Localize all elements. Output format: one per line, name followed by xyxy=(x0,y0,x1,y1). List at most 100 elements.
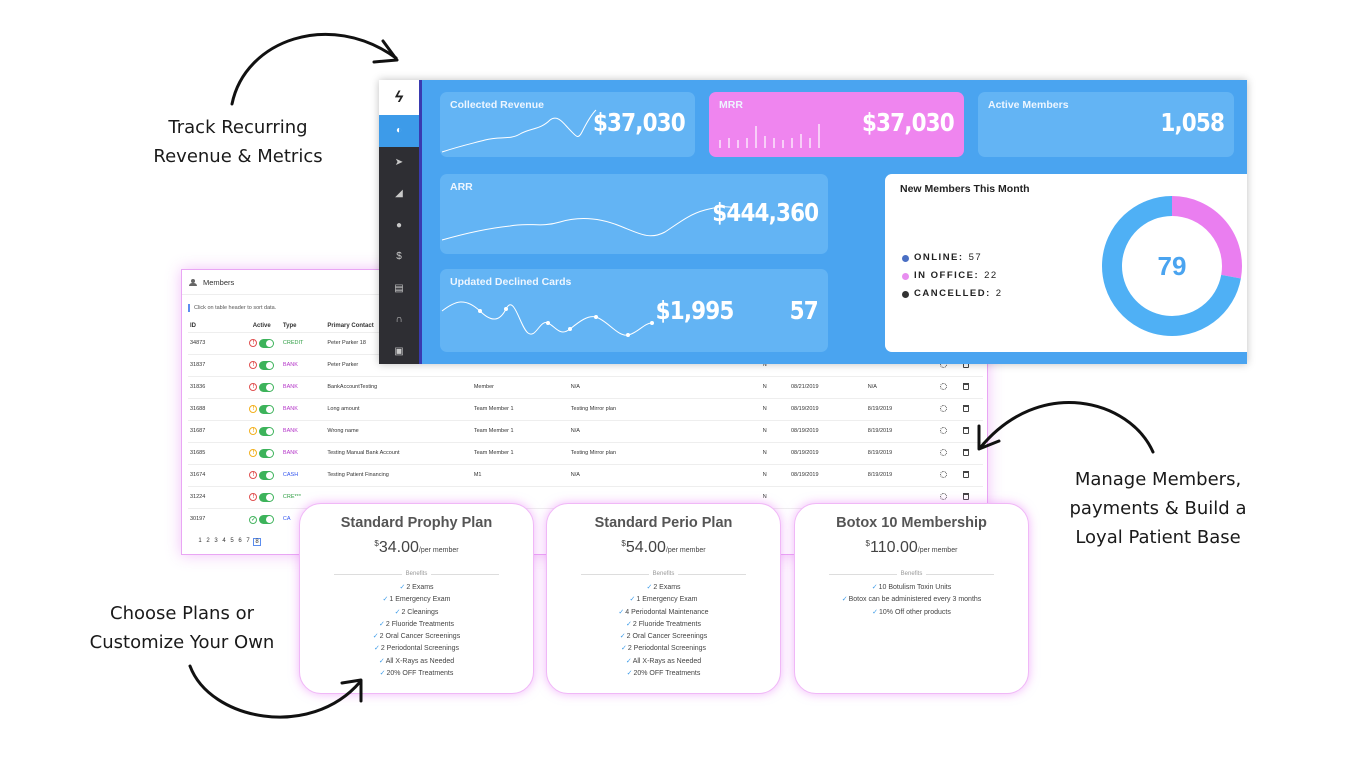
member-contact: Testing Patient Financing xyxy=(325,463,472,486)
page-link[interactable]: 6 xyxy=(238,538,242,544)
plan-card-botox[interactable]: Botox 10 Membership $110.00/per member B… xyxy=(794,503,1029,694)
status-alert-icon: ! xyxy=(249,383,258,392)
callout-manage-members: Manage Members, payments & Build a Loyal… xyxy=(1060,465,1256,552)
table-row[interactable]: 31685! BANK Testing Manual Bank Account Te… xyxy=(188,441,983,464)
cancelled-dot-icon xyxy=(902,290,909,298)
new-members-card[interactable]: New Members This Month ONLINE: 57 IN OFF… xyxy=(885,174,1247,352)
settings-icon[interactable] xyxy=(940,470,948,478)
page-link[interactable]: 8 xyxy=(253,538,261,546)
table-row[interactable]: 31687! BANK Wrong name Team Member 1 N/A N 08… xyxy=(188,419,983,442)
active-toggle[interactable] xyxy=(258,514,274,524)
legend-in-office: IN OFFICE: 22 xyxy=(902,267,1003,285)
arr-card[interactable]: ARR $444,360 xyxy=(440,174,828,254)
dashboard-icon[interactable]: ◐ xyxy=(379,115,419,147)
plan-price: $34.00/per member xyxy=(300,539,533,557)
active-toggle[interactable] xyxy=(258,448,274,458)
member-extra: Member xyxy=(471,375,569,398)
donut-segment-in-office xyxy=(1171,196,1242,279)
delete-icon[interactable] xyxy=(962,448,969,456)
member-date-1 xyxy=(789,485,866,508)
declined-cards-amount: $1,995 xyxy=(655,296,734,325)
settings-icon[interactable] xyxy=(940,492,948,500)
benefit-item: 2 Exams xyxy=(300,582,533,594)
table-row[interactable]: 31224! CRE*** N xyxy=(188,485,983,508)
benefit-item: 2 Oral Cancer Screenings xyxy=(300,631,533,643)
app-logo[interactable]: ϟ xyxy=(379,80,419,115)
column-header-type[interactable]: Type xyxy=(282,322,297,329)
plan-card-perio[interactable]: Standard Perio Plan $54.00/per member Be… xyxy=(546,503,781,694)
active-toggle[interactable] xyxy=(258,382,274,392)
table-row[interactable]: 31836! BANK BankAccountTesting Member N/A N 0… xyxy=(188,375,983,398)
benefit-item: 2 Cleanings xyxy=(300,607,533,619)
table-row[interactable]: 31688! BANK Long amount Team Member 1 Testi… xyxy=(188,397,983,420)
page-link[interactable]: 3 xyxy=(214,538,218,544)
settings-icon[interactable] xyxy=(940,382,948,390)
new-members-total: 79 xyxy=(1158,251,1187,281)
plan-name: Botox 10 Membership xyxy=(836,515,987,531)
members-icon[interactable]: ● xyxy=(395,219,403,231)
member-extra: Team Member 1 xyxy=(471,441,569,464)
legend-cancelled: CANCELLED: 2 xyxy=(902,285,1003,303)
page-link[interactable]: 1 xyxy=(198,538,202,544)
chart-icon[interactable]: ◢ xyxy=(395,188,403,200)
collected-revenue-card[interactable]: Collected Revenue $37,030 xyxy=(440,92,695,157)
benefit-item: 2 Oral Cancer Screenings xyxy=(547,631,780,643)
member-type: CASH xyxy=(280,463,326,486)
settings-icon[interactable] xyxy=(940,426,948,434)
plan-currency: $ xyxy=(374,539,379,548)
member-active-cell: ! xyxy=(240,485,281,508)
member-date-2 xyxy=(865,485,939,508)
member-flag: N xyxy=(760,397,789,420)
mrr-card[interactable]: MRR $37,030 xyxy=(709,92,964,157)
declined-cards-card[interactable]: Updated Declined Cards $1,995 57 xyxy=(440,269,828,352)
active-toggle[interactable] xyxy=(258,492,274,502)
active-toggle[interactable] xyxy=(258,470,274,480)
page-link[interactable]: 5 xyxy=(230,538,234,544)
benefits-list: 2 Exams 1 Emergency Exam 2 Cleanings 2 F… xyxy=(300,582,533,680)
status-alert-icon: ! xyxy=(249,339,258,348)
mrr-bar-sparkline xyxy=(719,124,820,148)
table-row[interactable]: 31674! CASH Testing Patient Financing M1 N/… xyxy=(188,463,983,486)
calendar-icon[interactable]: ▣ xyxy=(394,345,404,357)
benefit-item: 10% Off other products xyxy=(795,607,1028,619)
settings-icon[interactable] xyxy=(940,404,948,412)
active-toggle[interactable] xyxy=(258,338,274,348)
page-link[interactable]: 2 xyxy=(206,538,210,544)
settings-icon[interactable] xyxy=(940,448,948,456)
page-link[interactable]: 7 xyxy=(246,538,250,544)
page-link[interactable]: 4 xyxy=(222,538,226,544)
collected-revenue-sparkline xyxy=(441,109,597,153)
legend-online: ONLINE: 57 xyxy=(902,249,1003,267)
active-members-card[interactable]: Active Members 1,058 xyxy=(978,92,1234,157)
delete-icon[interactable] xyxy=(962,382,969,390)
delete-icon[interactable] xyxy=(962,404,969,412)
member-flag: N xyxy=(760,419,789,442)
delete-icon[interactable] xyxy=(962,426,969,434)
member-plan: N/A xyxy=(568,463,761,486)
status-alert-icon: ! xyxy=(249,449,258,458)
callout-line: Customize Your Own xyxy=(89,632,275,653)
send-icon[interactable]: ➤ xyxy=(394,156,404,168)
online-dot-icon xyxy=(902,254,909,262)
member-id: 30197 xyxy=(188,507,241,530)
column-header-id[interactable]: ID xyxy=(190,322,196,329)
delete-icon[interactable] xyxy=(962,470,969,478)
bar-chart-icon[interactable]: ▤ xyxy=(394,282,404,294)
member-type: CREDIT xyxy=(280,331,326,354)
column-header-primary-contact[interactable]: Primary Contact xyxy=(327,322,374,329)
active-toggle[interactable] xyxy=(258,404,274,414)
plan-card-prophy[interactable]: Standard Prophy Plan $34.00/per member B… xyxy=(299,503,534,694)
plan-currency: $ xyxy=(865,539,870,548)
arrowhead xyxy=(372,39,399,64)
active-toggle[interactable] xyxy=(258,360,274,370)
callout-track-revenue: Track Recurring Revenue & Metrics xyxy=(140,113,336,171)
plan-per: /per member xyxy=(665,547,706,554)
active-toggle[interactable] xyxy=(258,426,274,436)
arrow-to-dashboard xyxy=(230,33,398,106)
column-header-active[interactable]: Active xyxy=(252,322,271,329)
magnet-icon[interactable]: ∩ xyxy=(395,314,403,326)
member-contact: Long amount xyxy=(325,397,472,420)
member-type: BANK xyxy=(280,375,326,398)
dollar-icon[interactable]: $ xyxy=(396,251,402,263)
delete-icon[interactable] xyxy=(962,492,969,500)
